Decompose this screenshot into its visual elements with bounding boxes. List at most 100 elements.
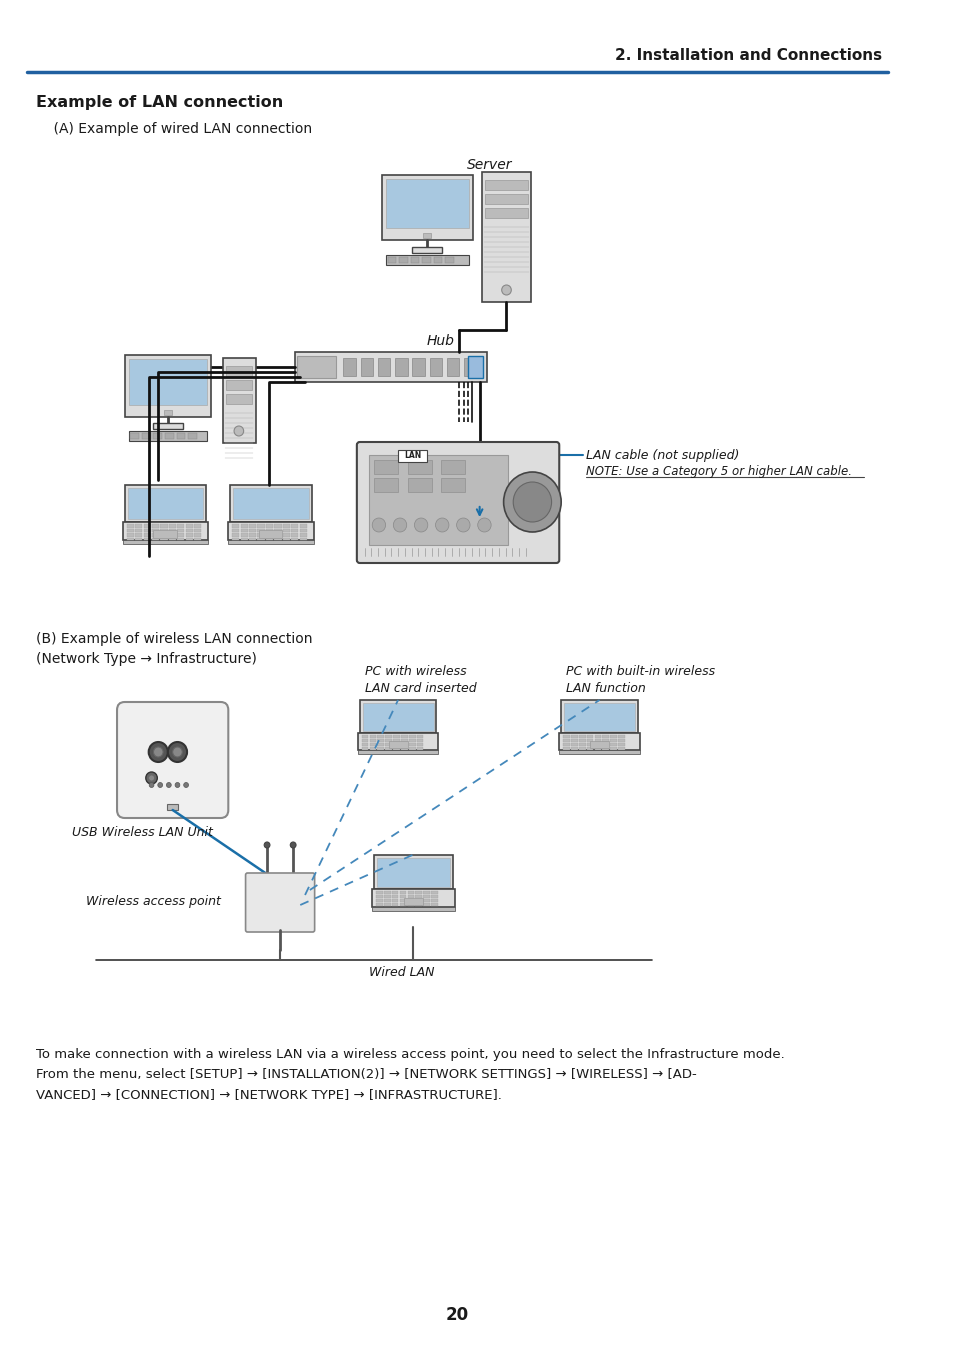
Bar [562, 743, 569, 745]
Bar [131, 433, 139, 439]
Bar [416, 739, 423, 741]
Bar [400, 739, 407, 741]
Bar [610, 735, 617, 737]
FancyBboxPatch shape [356, 442, 558, 563]
Bar [570, 747, 578, 749]
Bar [152, 538, 159, 542]
Bar [135, 534, 142, 537]
Circle shape [290, 842, 295, 848]
Bar [601, 735, 609, 737]
Bar [291, 524, 298, 528]
Bar [257, 524, 264, 528]
Circle shape [149, 741, 168, 762]
Bar [485, 208, 527, 218]
Bar [257, 534, 264, 537]
Bar [601, 739, 609, 741]
Bar [359, 700, 436, 732]
Bar [232, 534, 239, 537]
Bar [400, 743, 407, 745]
Circle shape [233, 426, 243, 435]
Bar [422, 233, 430, 239]
Bar [152, 524, 159, 528]
Circle shape [184, 782, 189, 787]
Circle shape [146, 772, 157, 785]
Bar [374, 479, 397, 492]
Circle shape [264, 842, 270, 848]
Bar [152, 528, 159, 532]
Bar [377, 735, 384, 737]
Bar [143, 524, 151, 528]
Bar [429, 359, 442, 376]
Bar [431, 899, 437, 902]
Bar [407, 895, 414, 898]
Bar [570, 735, 578, 737]
Bar [160, 534, 168, 537]
Bar [601, 743, 609, 745]
Bar [369, 735, 375, 737]
Bar [129, 359, 207, 404]
Text: 2. Installation and Connections: 2. Installation and Connections [615, 47, 882, 62]
Bar [411, 247, 442, 253]
Bar [393, 739, 399, 741]
Bar [169, 538, 176, 542]
Bar [369, 739, 375, 741]
Circle shape [372, 518, 385, 532]
Text: LAN: LAN [511, 485, 539, 499]
Bar [194, 534, 201, 537]
Bar [431, 895, 437, 898]
Bar [297, 356, 335, 377]
Bar [291, 538, 298, 542]
Text: Example of LAN connection: Example of LAN connection [36, 94, 283, 111]
Bar [393, 735, 399, 737]
Bar [222, 359, 255, 443]
Bar [194, 528, 201, 532]
Bar [610, 743, 617, 745]
Bar [152, 534, 159, 537]
Text: NOTE: Use a Category 5 or higher LAN cable.: NOTE: Use a Category 5 or higher LAN cab… [585, 465, 851, 477]
Bar [372, 888, 455, 907]
Bar [372, 907, 455, 911]
Bar [153, 531, 176, 538]
Circle shape [393, 518, 406, 532]
Text: 20: 20 [446, 1306, 469, 1324]
Bar [258, 531, 282, 538]
Bar [249, 524, 256, 528]
Bar [228, 541, 314, 545]
Bar [282, 534, 290, 537]
Bar [357, 732, 438, 749]
Bar [618, 743, 624, 745]
Bar [169, 534, 176, 537]
Bar [274, 538, 281, 542]
Bar [586, 747, 593, 749]
Bar [474, 448, 485, 465]
Bar [228, 523, 314, 541]
Bar [377, 747, 384, 749]
Text: LAN cable (not supplied): LAN cable (not supplied) [585, 449, 739, 461]
Bar [167, 803, 178, 810]
Bar [563, 704, 635, 731]
Bar [393, 747, 399, 749]
Bar [398, 257, 407, 263]
FancyBboxPatch shape [245, 874, 314, 931]
Bar [409, 739, 416, 741]
Bar [375, 895, 382, 898]
Bar [266, 538, 273, 542]
Bar [385, 179, 469, 228]
Bar [586, 735, 593, 737]
Bar [230, 485, 312, 523]
Bar [299, 538, 307, 542]
Bar [186, 534, 193, 537]
Text: Wireless access point: Wireless access point [86, 895, 221, 909]
Bar [504, 483, 547, 501]
Bar [129, 431, 207, 441]
Bar [240, 538, 248, 542]
Text: Wired LAN: Wired LAN [369, 967, 435, 979]
Bar [385, 255, 469, 266]
Bar [464, 359, 476, 376]
Circle shape [153, 747, 163, 758]
Bar [127, 528, 133, 532]
Bar [403, 898, 422, 906]
Bar [407, 891, 414, 894]
Bar [257, 538, 264, 542]
Bar [249, 538, 256, 542]
